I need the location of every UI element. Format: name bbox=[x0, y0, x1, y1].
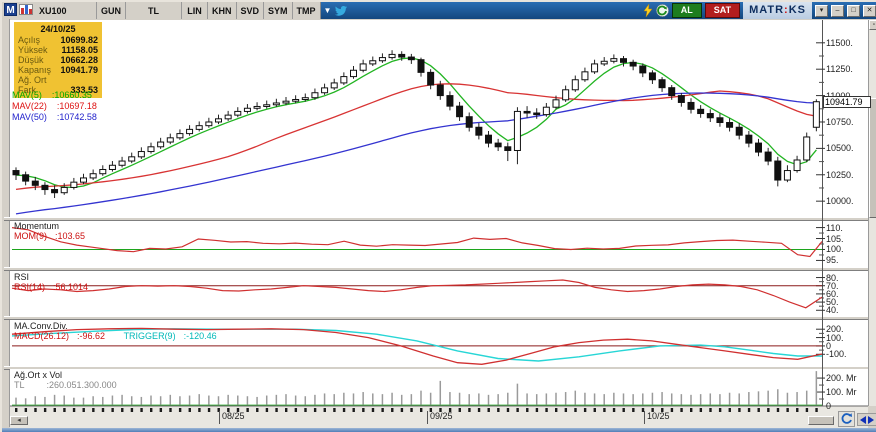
date-axis-label: 10/25 bbox=[644, 411, 670, 424]
symbol-field[interactable]: XU100 bbox=[35, 2, 97, 19]
window-bottom-edge bbox=[2, 428, 876, 432]
last-price-marker: 10941.79 bbox=[823, 95, 871, 108]
ohlc-info-box: 24/10/25 Açılış 10699.82 Yüksek 11158.05 D… bbox=[14, 22, 102, 98]
sell-button[interactable]: SAT bbox=[704, 3, 741, 18]
axis-tick-label: 0 bbox=[826, 401, 832, 411]
mav50-label: MAV(50) bbox=[12, 112, 47, 122]
macd-legend: MACD(26.12):-96.62 TRIGGER(9):-120.46 bbox=[14, 331, 217, 341]
info-label: Kapanış bbox=[18, 65, 52, 75]
axis-tick-label: 70. bbox=[826, 280, 839, 291]
axis-tick-label: 10250. bbox=[826, 169, 854, 180]
axis-tick-label: 50. bbox=[826, 297, 839, 308]
chevron-down-icon[interactable]: ▼ bbox=[323, 6, 332, 15]
axis-tick-label: 11500. bbox=[826, 37, 853, 48]
rsi-legend: RSI(14):56.1014 bbox=[14, 282, 89, 292]
panel-splitter[interactable] bbox=[4, 316, 876, 320]
info-date: 24/10/25 bbox=[40, 24, 76, 34]
rsi-panel bbox=[10, 271, 868, 316]
minimize-button[interactable]: – bbox=[831, 4, 844, 17]
axis-tick-label: 100. bbox=[826, 244, 844, 255]
price-axis-line bbox=[822, 20, 823, 406]
axis-tick-label: 11000. bbox=[826, 91, 853, 101]
axis-tick-label: 10750. bbox=[826, 116, 854, 127]
bar-navigation[interactable] bbox=[857, 413, 876, 426]
info-value: 10941.79 bbox=[60, 65, 98, 75]
scroll-up-button[interactable]: ▫ bbox=[869, 20, 876, 30]
info-label: Yüksek bbox=[18, 45, 48, 55]
momentum-panel bbox=[10, 221, 868, 267]
toolbar: M XU100 GUN TL LIN KHN SVD SYM TMP bbox=[2, 2, 321, 19]
momentum-legend: MOM(9):103.65 bbox=[14, 231, 86, 241]
axis-tick-label: 60. bbox=[826, 288, 839, 299]
mav5-label: MAV(5) bbox=[12, 90, 42, 100]
axis-tick-label: 100. Mr bbox=[826, 387, 857, 398]
info-value: 10699.82 bbox=[60, 35, 98, 45]
info-value: 11158.05 bbox=[61, 45, 98, 55]
volume-title: Ağ.Ort x Vol bbox=[14, 370, 63, 380]
toolbar-button-lin[interactable]: LIN bbox=[182, 2, 208, 19]
pin-button[interactable]: ▾ bbox=[815, 4, 828, 17]
titlebar-right-controls: AL SAT MATR:KS ▾ – □ ✕ bbox=[643, 2, 876, 19]
axis-tick-label: 10000. bbox=[826, 196, 854, 207]
axis-tick-label: 10500. bbox=[826, 143, 854, 154]
macd-title: MA.Conv.Div. bbox=[14, 321, 68, 331]
refresh-c-icon[interactable] bbox=[655, 4, 669, 17]
toolbar-button-svd[interactable]: SVD bbox=[237, 2, 265, 19]
axis-tick-label: 200. bbox=[826, 324, 844, 335]
twitter-icon[interactable] bbox=[334, 4, 348, 19]
axis-tick-label: 110. bbox=[826, 222, 843, 233]
chart-type-icon[interactable] bbox=[19, 4, 33, 15]
axis-tick-label: 100. bbox=[826, 332, 844, 343]
next-bar-icon[interactable] bbox=[868, 415, 874, 424]
toolbar-button-khn[interactable]: KHN bbox=[208, 2, 237, 19]
mav22-value: :10697.18 bbox=[56, 101, 97, 111]
date-axis-label: 09/25 bbox=[427, 411, 453, 424]
maximize-button[interactable]: □ bbox=[847, 4, 860, 17]
vertical-scrollbar-thumb[interactable] bbox=[869, 98, 876, 218]
date-axis-label: 08/25 bbox=[219, 411, 245, 424]
close-button[interactable]: ✕ bbox=[863, 4, 876, 17]
axis-tick-label: 95. bbox=[826, 255, 839, 266]
mav5-value: :10660.35 bbox=[51, 90, 92, 100]
axis-tick-label: 80. bbox=[826, 272, 839, 283]
horizontal-scrollbar-left[interactable]: ◂ bbox=[10, 416, 28, 425]
toolbar-button-tl[interactable]: TL bbox=[126, 2, 182, 19]
toolbar-button-gun[interactable]: GUN bbox=[97, 2, 126, 19]
panel-splitter[interactable] bbox=[4, 217, 876, 221]
axis-tick-label: 11250. bbox=[826, 64, 853, 75]
horizontal-scrollbar-right[interactable] bbox=[808, 416, 834, 425]
axis-tick-label: -100. bbox=[826, 349, 847, 360]
toolbar-button-sym[interactable]: SYM bbox=[264, 2, 293, 19]
info-label: Açılış bbox=[18, 35, 41, 45]
axis-tick-label: 105. bbox=[826, 233, 844, 244]
panel-splitter[interactable] bbox=[4, 267, 876, 271]
buy-button[interactable]: AL bbox=[671, 3, 702, 18]
vertical-scrollbar[interactable]: ▫ bbox=[868, 20, 876, 406]
window-left-edge bbox=[2, 19, 10, 427]
trigger-legend: TRIGGER(9) bbox=[123, 331, 176, 341]
lightning-icon[interactable] bbox=[643, 4, 653, 17]
mav-legend: MAV(5) :10660.35 MAV(22) :10697.18 MAV(50)… bbox=[12, 90, 97, 123]
volume-legend: TL:260.051.300.000 bbox=[14, 380, 117, 390]
volume-panel bbox=[10, 369, 868, 406]
matriks-m-icon: M bbox=[4, 3, 17, 16]
info-label: Düşük bbox=[18, 55, 44, 65]
macd-panel bbox=[10, 320, 868, 366]
matriks-brand-logo: MATR:KS bbox=[743, 2, 812, 19]
info-label: Ağ. Ort bbox=[18, 75, 47, 85]
axis-tick-label: 200. Mr bbox=[826, 373, 857, 384]
refresh-icon[interactable] bbox=[838, 411, 855, 427]
axis-tick-label: 40. bbox=[826, 305, 839, 316]
mav50-value: :10742.58 bbox=[56, 112, 97, 122]
main-chart-panel bbox=[10, 20, 868, 217]
rsi-title: RSI bbox=[14, 272, 30, 282]
momentum-title: Momentum bbox=[14, 221, 60, 231]
axis-tick-label: 0 bbox=[826, 340, 832, 351]
mav22-label: MAV(22) bbox=[12, 101, 47, 111]
previous-bar-icon[interactable] bbox=[860, 415, 866, 424]
info-value: 10662.28 bbox=[60, 55, 98, 65]
titlebar: M XU100 GUN TL LIN KHN SVD SYM TMP ▼ AL … bbox=[2, 2, 876, 19]
toolbar-button-tmp[interactable]: TMP bbox=[296, 5, 316, 16]
